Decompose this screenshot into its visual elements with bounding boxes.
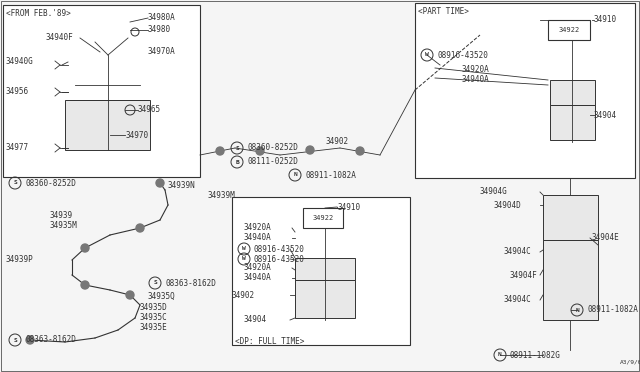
- Text: 34980: 34980: [148, 26, 171, 35]
- Text: 34904D: 34904D: [494, 201, 522, 209]
- Text: 34980A: 34980A: [148, 13, 176, 22]
- Text: 34935D: 34935D: [140, 304, 168, 312]
- Bar: [232, 197, 410, 345]
- Circle shape: [216, 147, 224, 155]
- Text: <FROM FEB.'89>: <FROM FEB.'89>: [6, 9, 71, 17]
- Text: 34939M: 34939M: [208, 192, 236, 201]
- Text: W: W: [425, 52, 429, 58]
- Text: 34935M: 34935M: [50, 221, 77, 230]
- Text: 34939N: 34939N: [168, 180, 196, 189]
- Text: 34956: 34956: [6, 87, 29, 96]
- Circle shape: [126, 291, 134, 299]
- Circle shape: [306, 146, 314, 154]
- Text: W: W: [242, 247, 246, 251]
- Text: 08111-0252D: 08111-0252D: [247, 157, 298, 167]
- Text: 08916-43520: 08916-43520: [437, 51, 488, 60]
- Text: 34940A: 34940A: [244, 273, 272, 282]
- Text: 34920A: 34920A: [462, 65, 490, 74]
- Text: 34910: 34910: [594, 16, 617, 25]
- Text: S: S: [13, 180, 17, 186]
- Text: 34935Q: 34935Q: [148, 292, 176, 301]
- Bar: [303, 208, 343, 228]
- Bar: [548, 20, 590, 40]
- Text: 08363-8162D: 08363-8162D: [25, 336, 76, 344]
- Text: 34904: 34904: [244, 315, 267, 324]
- Bar: [415, 3, 635, 178]
- Text: S: S: [235, 145, 239, 151]
- Text: 34904F: 34904F: [510, 270, 538, 279]
- Text: 08363-8162D: 08363-8162D: [165, 279, 216, 288]
- Text: 34965: 34965: [138, 106, 161, 115]
- Text: S: S: [13, 337, 17, 343]
- Circle shape: [136, 224, 144, 232]
- Text: 34970A: 34970A: [148, 48, 176, 57]
- Text: 34939: 34939: [50, 211, 73, 219]
- Text: W: W: [242, 257, 246, 262]
- Bar: [295, 280, 355, 318]
- Bar: [3, 5, 200, 177]
- Bar: [550, 80, 595, 105]
- Text: 34922: 34922: [558, 27, 580, 33]
- Text: 34902: 34902: [325, 138, 348, 147]
- Circle shape: [81, 244, 89, 252]
- Text: 34970: 34970: [125, 131, 148, 140]
- Text: 08911-1082A: 08911-1082A: [305, 170, 356, 180]
- Text: 08911-1082G: 08911-1082G: [510, 350, 561, 359]
- Circle shape: [356, 147, 364, 155]
- Bar: [543, 195, 598, 240]
- Bar: [543, 240, 598, 320]
- Text: 34940A: 34940A: [462, 76, 490, 84]
- Bar: [65, 100, 150, 150]
- Text: 34940G: 34940G: [6, 58, 34, 67]
- Text: 34939P: 34939P: [6, 256, 34, 264]
- Text: N: N: [293, 173, 297, 177]
- Text: S: S: [153, 280, 157, 285]
- Text: 34935C: 34935C: [140, 314, 168, 323]
- Text: 08911-1082A: 08911-1082A: [587, 305, 638, 314]
- Text: 34940F: 34940F: [45, 33, 73, 42]
- Text: 34910: 34910: [337, 202, 360, 212]
- Text: <PART TIME>: <PART TIME>: [418, 7, 469, 16]
- Circle shape: [81, 281, 89, 289]
- Text: 34904C: 34904C: [504, 295, 532, 305]
- Text: 34904C: 34904C: [504, 247, 532, 257]
- Text: 34904G: 34904G: [480, 187, 508, 196]
- Text: 34935E: 34935E: [140, 324, 168, 333]
- Text: 34940A: 34940A: [244, 234, 272, 243]
- Bar: [295, 258, 355, 280]
- Circle shape: [156, 179, 164, 187]
- Text: 34920A: 34920A: [244, 263, 272, 273]
- Text: 34920A: 34920A: [244, 224, 272, 232]
- Circle shape: [26, 336, 34, 344]
- Bar: [550, 105, 595, 140]
- Text: 34977: 34977: [6, 144, 29, 153]
- Text: 08916-43520: 08916-43520: [254, 244, 305, 253]
- Text: N: N: [498, 353, 502, 357]
- Text: 08916-43520: 08916-43520: [254, 254, 305, 263]
- Circle shape: [256, 147, 264, 155]
- Text: 34902: 34902: [232, 291, 255, 299]
- Text: 34904: 34904: [594, 110, 617, 119]
- Text: B: B: [235, 160, 239, 164]
- Text: <DP: FULL TIME>: <DP: FULL TIME>: [235, 337, 305, 346]
- Text: 08360-8252D: 08360-8252D: [25, 179, 76, 187]
- Text: 34922: 34922: [312, 215, 333, 221]
- Text: 34904E: 34904E: [592, 234, 620, 243]
- Text: A3/9/0039: A3/9/0039: [620, 359, 640, 365]
- Text: N: N: [575, 308, 579, 312]
- Text: 08360-8252D: 08360-8252D: [247, 144, 298, 153]
